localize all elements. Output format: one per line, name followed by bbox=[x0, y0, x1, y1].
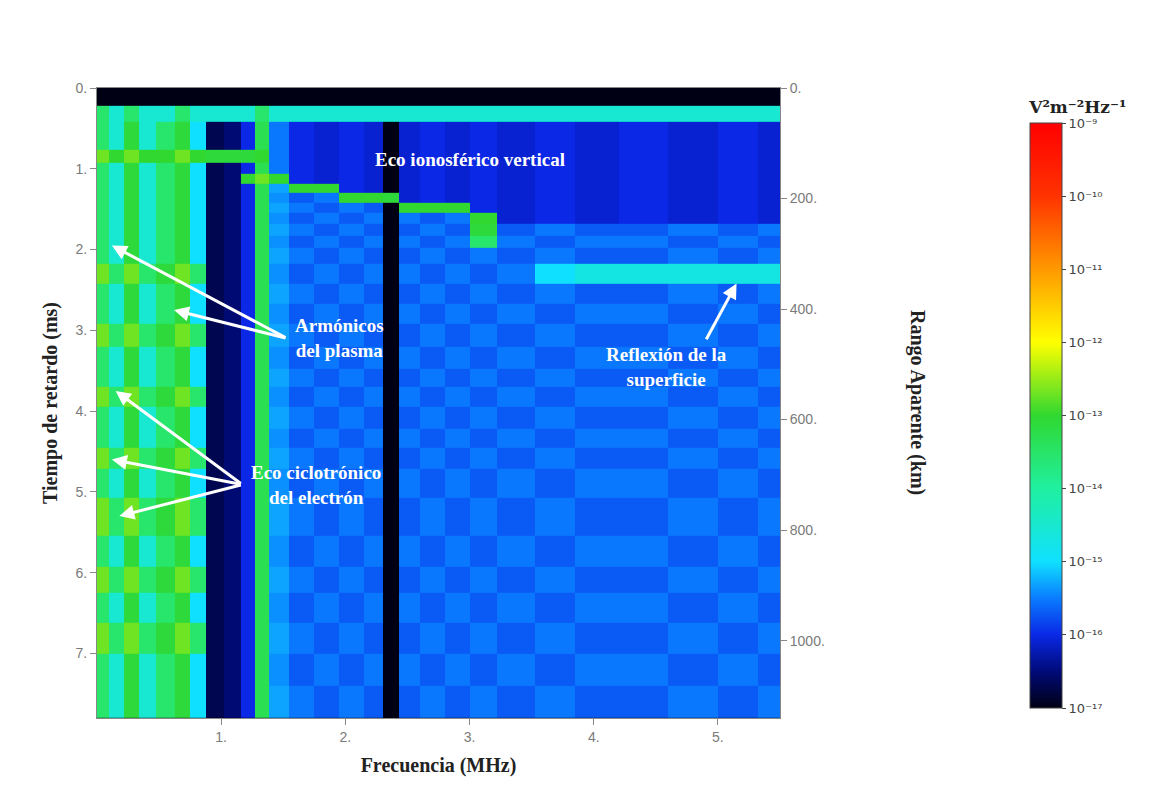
svg-text:Reflexión de lasuperficie: Reflexión de lasuperficie bbox=[606, 344, 727, 390]
svg-text:2.: 2. bbox=[76, 241, 88, 257]
svg-text:10⁻¹¹: 10⁻¹¹ bbox=[1069, 262, 1103, 277]
svg-text:3.: 3. bbox=[76, 322, 88, 338]
svg-text:V²m⁻²Hz⁻¹: V²m⁻²Hz⁻¹ bbox=[1028, 97, 1126, 117]
svg-text:6.: 6. bbox=[76, 565, 88, 581]
svg-text:600.: 600. bbox=[790, 411, 817, 427]
svg-text:Eco ionosférico vertical: Eco ionosférico vertical bbox=[375, 149, 565, 170]
svg-text:200.: 200. bbox=[790, 190, 817, 206]
svg-text:2.: 2. bbox=[340, 729, 352, 745]
svg-text:800.: 800. bbox=[790, 522, 817, 538]
svg-text:10⁻¹³: 10⁻¹³ bbox=[1069, 408, 1103, 423]
svg-text:5.: 5. bbox=[712, 729, 724, 745]
svg-text:Rango Aparente (km): Rango Aparente (km) bbox=[906, 310, 929, 495]
svg-text:4.: 4. bbox=[76, 403, 88, 419]
svg-text:10⁻¹⁶: 10⁻¹⁶ bbox=[1069, 627, 1103, 642]
svg-text:10⁻¹⁰: 10⁻¹⁰ bbox=[1069, 189, 1103, 204]
svg-text:10⁻¹⁵: 10⁻¹⁵ bbox=[1069, 554, 1103, 569]
svg-text:3.: 3. bbox=[464, 729, 476, 745]
svg-text:400.: 400. bbox=[790, 301, 817, 317]
svg-text:1.: 1. bbox=[76, 161, 88, 177]
svg-text:10⁻¹²: 10⁻¹² bbox=[1069, 335, 1103, 350]
svg-text:0.: 0. bbox=[76, 80, 88, 96]
svg-text:1.: 1. bbox=[215, 729, 227, 745]
svg-text:Armónicosdel plasma: Armónicosdel plasma bbox=[295, 315, 384, 361]
svg-text:0.: 0. bbox=[790, 80, 802, 96]
svg-text:4.: 4. bbox=[588, 729, 600, 745]
svg-text:10⁻¹⁷: 10⁻¹⁷ bbox=[1069, 701, 1103, 716]
svg-text:Frecuencia (MHz): Frecuencia (MHz) bbox=[361, 754, 517, 777]
svg-text:Eco ciclotrónicodel electrón: Eco ciclotrónicodel electrón bbox=[251, 462, 381, 508]
svg-text:10⁻⁹: 10⁻⁹ bbox=[1069, 116, 1098, 131]
svg-text:7.: 7. bbox=[76, 645, 88, 661]
svg-text:10⁻¹⁴: 10⁻¹⁴ bbox=[1069, 481, 1103, 496]
svg-text:5.: 5. bbox=[76, 484, 88, 500]
svg-text:Tiempo de retardo (ms): Tiempo de retardo (ms) bbox=[39, 302, 62, 504]
svg-text:1000.: 1000. bbox=[790, 633, 825, 649]
